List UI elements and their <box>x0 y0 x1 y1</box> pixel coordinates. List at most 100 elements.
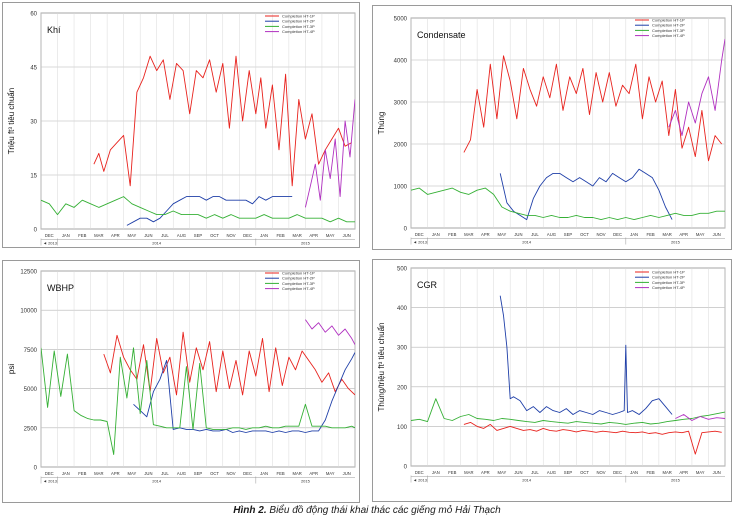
y-axis-label: psi <box>7 364 16 374</box>
series-line-3 <box>411 398 725 425</box>
x-tick-label: DEC <box>613 470 622 475</box>
gas-chart-panel: 0 15 30 45 60 DEC JAN FEB MAR APR MAY JUN JUL AUG SEP O… <box>2 2 360 248</box>
y-tick-label: 100 <box>397 425 408 431</box>
x-tick-label: AUG <box>547 470 556 475</box>
series-group <box>411 38 725 221</box>
x-tick-label: FEB <box>277 471 285 476</box>
series-line-2 <box>126 196 293 226</box>
x-tick-label: APR <box>309 233 318 238</box>
x-tick-label: JUN <box>713 232 721 237</box>
x-tick-label: APR <box>111 233 120 238</box>
year-arrow-label: ◄ 2013 <box>43 241 58 246</box>
x-tick-label: DEC <box>45 233 54 238</box>
year-arrow-label: ◄ 2013 <box>413 478 428 483</box>
y-tick-label: 5000 <box>24 387 38 393</box>
x-tick-label: JAN <box>432 470 440 475</box>
legend-entry: Completion HT-2P <box>282 276 315 281</box>
legend-entry: Completion HT-3P <box>652 28 685 33</box>
y-tick-label: 7500 <box>24 348 38 354</box>
wbhp-chart: 0 2500 5000 7500 10000 12500 DEC JAN FEB MAR APR MA… <box>7 270 356 484</box>
x-tick-label: MAY <box>696 470 705 475</box>
legend-entry: Completion HT-4P <box>282 286 315 291</box>
series-line-1 <box>103 331 355 396</box>
year-arrow-label: ◄ 2013 <box>43 479 58 484</box>
year-label: 2015 <box>671 240 681 245</box>
x-tick-label: MAR <box>464 232 473 237</box>
series-line-3 <box>411 187 725 221</box>
legend-entry: Completion HT-1P <box>282 14 315 19</box>
y-tick-label: 1000 <box>394 185 408 191</box>
x-tick-label: APR <box>309 471 318 476</box>
x-tick-label: MAR <box>464 470 473 475</box>
cgr-chart: 0 100 200 300 400 500 DEC JAN FEB MAR APR MAY JUN JUL… <box>377 267 726 483</box>
chart-title: Condensate <box>417 30 466 40</box>
x-tick-label: JUL <box>531 470 539 475</box>
year-label: 2014 <box>522 240 532 245</box>
x-tick-label: JUN <box>514 470 522 475</box>
x-tick-label: JAN <box>630 232 638 237</box>
x-tick-label: JAN <box>260 471 268 476</box>
year-label: 2014 <box>152 479 162 484</box>
x-tick-label: JUN <box>514 232 522 237</box>
x-tick-label: APR <box>111 471 120 476</box>
y-tick-label: 12500 <box>20 270 37 276</box>
legend-entry: Completion HT-3P <box>282 281 315 286</box>
series-line-4 <box>668 38 725 137</box>
x-tick-label: MAY <box>128 233 137 238</box>
y-axis-label: Thùng <box>377 112 386 135</box>
caption-label: Hình 2. <box>233 505 267 516</box>
series-line-4 <box>675 414 725 421</box>
x-tick-label: JUN <box>144 233 152 238</box>
x-tick-label: MAY <box>326 233 335 238</box>
year-label: 2014 <box>522 478 532 483</box>
figure-caption: Hình 2. Biểu đồ động thái khai thác các … <box>0 505 734 516</box>
x-tick-label: DEC <box>45 471 54 476</box>
y-axis-label: Triệu ft³ tiêu chuẩn <box>7 88 16 154</box>
legend-entry: Completion HT-1P <box>282 271 315 276</box>
y-tick-label: 0 <box>404 227 408 233</box>
y-tick-label: 30 <box>30 120 37 126</box>
x-tick-label: SEP <box>564 470 573 475</box>
x-tick-label: SEP <box>194 233 203 238</box>
x-tick-label: JUN <box>343 233 351 238</box>
x-tick-label: MAY <box>128 471 137 476</box>
x-tick-label: AUG <box>177 471 186 476</box>
series-line-3 <box>41 196 355 223</box>
x-tick-label: MAR <box>293 233 302 238</box>
series-line-4 <box>305 319 355 345</box>
x-tick-label: FEB <box>448 232 456 237</box>
series-line-1 <box>93 55 352 187</box>
x-tick-label: APR <box>679 232 688 237</box>
x-tick-label: OCT <box>580 470 589 475</box>
y-tick-label: 300 <box>397 346 408 352</box>
y-axis-label: Thùng/triệu ft³ tiêu chuẩn <box>377 323 386 412</box>
legend-entry: Completion HT-2P <box>652 275 685 280</box>
y-tick-label: 2500 <box>24 426 38 432</box>
y-tick-label: 200 <box>397 385 408 391</box>
legend-entry: Completion HT-1P <box>652 18 685 23</box>
x-tick-label: NOV <box>597 232 606 237</box>
x-tick-label: JAN <box>62 233 70 238</box>
year-label: 2015 <box>301 479 311 484</box>
x-tick-label: FEB <box>78 233 86 238</box>
x-tick-label: APR <box>481 470 490 475</box>
y-tick-label: 0 <box>404 465 408 471</box>
series-line-3 <box>41 347 355 455</box>
x-tick-label: MAR <box>94 233 103 238</box>
y-tick-label: 500 <box>397 267 408 273</box>
x-tick-label: AUG <box>177 233 186 238</box>
x-tick-label: SEP <box>194 471 203 476</box>
y-tick-label: 0 <box>34 466 38 472</box>
series-group <box>41 55 355 226</box>
x-tick-label: FEB <box>647 232 655 237</box>
y-tick-label: 2000 <box>394 143 408 149</box>
x-tick-label: APR <box>481 232 490 237</box>
plot-area <box>40 270 356 468</box>
chart-title: CGR <box>417 280 438 290</box>
x-tick-label: JAN <box>260 233 268 238</box>
x-tick-label: DEC <box>243 233 252 238</box>
x-tick-label: MAY <box>498 232 507 237</box>
y-tick-label: 5000 <box>394 17 408 23</box>
x-tick-label: JAN <box>62 471 70 476</box>
plot-area <box>410 17 726 229</box>
